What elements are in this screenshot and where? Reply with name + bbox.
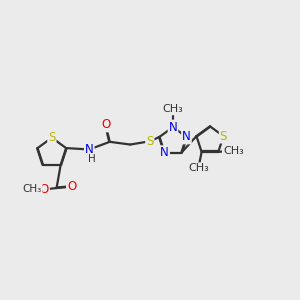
Text: CH₃: CH₃ bbox=[163, 104, 183, 114]
Text: O: O bbox=[40, 183, 49, 196]
Text: N: N bbox=[85, 143, 94, 156]
Text: CH₃: CH₃ bbox=[188, 163, 209, 173]
Text: S: S bbox=[48, 131, 56, 144]
Text: N: N bbox=[160, 146, 169, 159]
Text: S: S bbox=[146, 135, 154, 148]
Text: S: S bbox=[220, 130, 227, 142]
Text: N: N bbox=[169, 121, 177, 134]
Text: CH₃: CH₃ bbox=[223, 146, 244, 156]
Text: N: N bbox=[182, 130, 191, 143]
Text: CH₃: CH₃ bbox=[22, 184, 42, 194]
Text: H: H bbox=[88, 154, 95, 164]
Text: O: O bbox=[101, 118, 110, 131]
Text: O: O bbox=[67, 180, 76, 193]
